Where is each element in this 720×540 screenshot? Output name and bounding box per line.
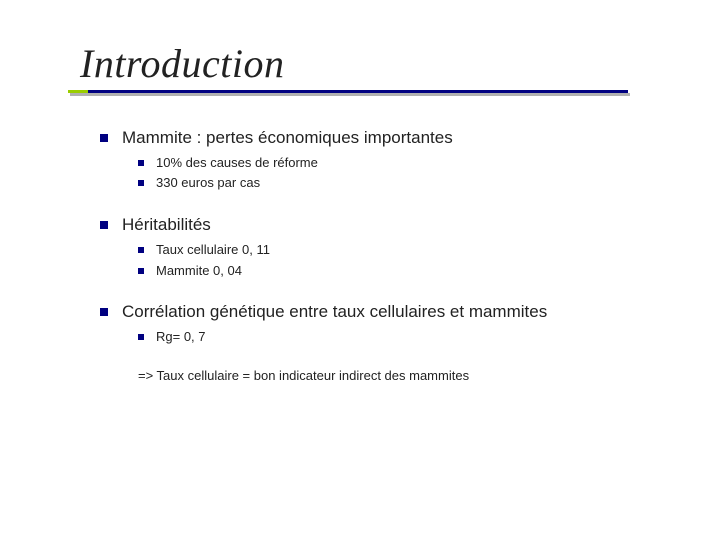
list-item: Taux cellulaire 0, 11: [100, 241, 660, 259]
title-underline-shadow: [70, 93, 630, 96]
bullet-text: Mammite 0, 04: [156, 262, 242, 280]
list-item: Rg= 0, 7: [100, 328, 660, 346]
bullet-block-2: Corrélation génétique entre taux cellula…: [100, 301, 660, 345]
bullet-block-0: Mammite : pertes économiques importantes…: [100, 127, 660, 192]
list-item: Mammite 0, 04: [100, 262, 660, 280]
square-bullet-icon: [138, 247, 144, 253]
title-underline-accent: [68, 90, 88, 93]
square-bullet-icon: [138, 334, 144, 340]
list-item: Héritabilités: [100, 214, 660, 237]
bullet-block-1: Héritabilités Taux cellulaire 0, 11 Mamm…: [100, 214, 660, 279]
bullet-text: 10% des causes de réforme: [156, 154, 318, 172]
bullet-text: Taux cellulaire 0, 11: [156, 241, 270, 259]
list-item: Mammite : pertes économiques importantes: [100, 127, 660, 150]
slide-title: Introduction: [80, 40, 660, 87]
list-item: 10% des causes de réforme: [100, 154, 660, 172]
bullet-text: Mammite : pertes économiques importantes: [122, 127, 453, 150]
slide-content: Mammite : pertes économiques importantes…: [80, 115, 660, 383]
title-wrap: Introduction: [80, 40, 660, 87]
square-bullet-icon: [138, 180, 144, 186]
bullet-text: Héritabilités: [122, 214, 211, 237]
list-item: 330 euros par cas: [100, 174, 660, 192]
square-bullet-icon: [138, 160, 144, 166]
square-bullet-icon: [100, 221, 108, 229]
conclusion-text: => Taux cellulaire = bon indicateur indi…: [100, 368, 660, 383]
square-bullet-icon: [138, 268, 144, 274]
bullet-text: Corrélation génétique entre taux cellula…: [122, 301, 547, 324]
title-underline: [68, 90, 628, 93]
square-bullet-icon: [100, 308, 108, 316]
slide: Introduction Mammite : pertes économique…: [0, 0, 720, 540]
bullet-text: Rg= 0, 7: [156, 328, 206, 346]
list-item: Corrélation génétique entre taux cellula…: [100, 301, 660, 324]
square-bullet-icon: [100, 134, 108, 142]
bullet-text: 330 euros par cas: [156, 174, 260, 192]
